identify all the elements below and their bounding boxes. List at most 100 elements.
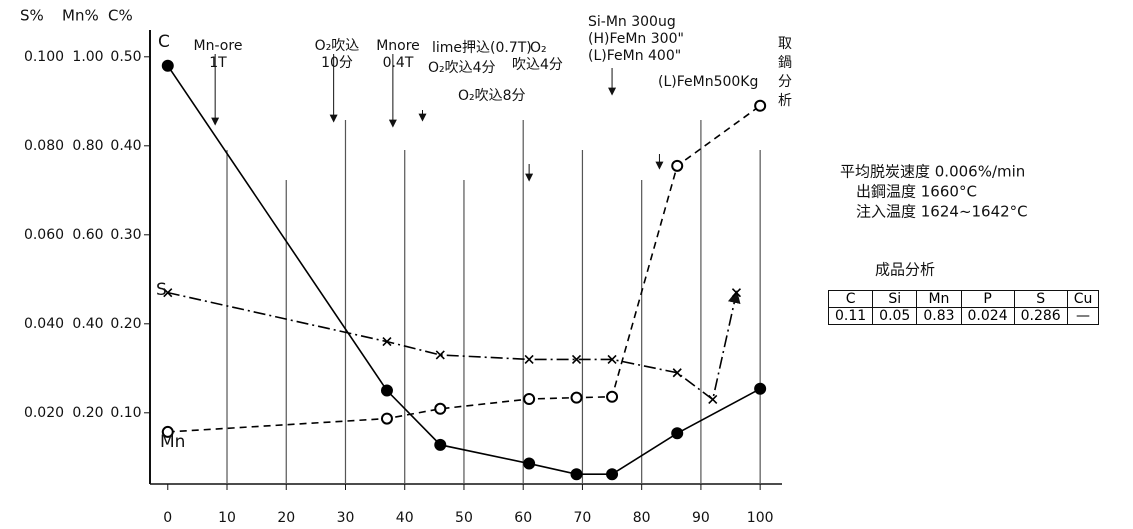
- point: [163, 288, 173, 298]
- point: [570, 391, 583, 404]
- annotation: O₂: [530, 40, 547, 56]
- x-tick-label: 90: [692, 510, 710, 526]
- series-label: C: [158, 32, 170, 52]
- y-tick-label: 0.020: [24, 405, 64, 421]
- y-tick-label: 0.20: [110, 316, 141, 332]
- table-cell: P: [960, 290, 1015, 308]
- axis-title: Mn%: [62, 7, 99, 25]
- x-tick-label: 20: [277, 510, 295, 526]
- point: [161, 425, 174, 438]
- table-row: C Si Mn P S Cu: [828, 290, 1100, 308]
- table-cell: 0.11: [828, 307, 874, 325]
- x-tick-label: 50: [455, 510, 473, 526]
- series-label: S: [156, 280, 167, 300]
- table-cell: Si: [872, 290, 918, 308]
- point: [571, 354, 582, 364]
- y-tick-label: 0.080: [24, 138, 64, 154]
- point: [754, 99, 767, 112]
- point: [606, 468, 619, 481]
- point: [382, 337, 392, 347]
- annotation: Mnore: [376, 38, 420, 54]
- y-tick-label: 0.50: [110, 49, 141, 65]
- table-cell: 0.286: [1013, 307, 1068, 325]
- point: [671, 427, 684, 440]
- point: [523, 393, 536, 406]
- x-tick-label: 80: [633, 510, 651, 526]
- point: [380, 412, 393, 425]
- point: [434, 438, 447, 451]
- annotation: (H)FeMn 300": [588, 31, 684, 47]
- table-title: 成品分析: [875, 261, 935, 279]
- annotation: 析: [778, 93, 792, 109]
- y-tick-label: 0.100: [24, 49, 64, 65]
- y-tick-label: 0.40: [72, 316, 103, 332]
- y-tick-label: 0.40: [110, 138, 141, 154]
- y-tick-label: 0.10: [110, 405, 141, 421]
- series-line: [167, 290, 741, 401]
- annotation: lime押込(0.7T): [432, 40, 532, 56]
- annotation: Si-Mn 300ug: [588, 14, 676, 30]
- note: 注入温度 1624~1642°C: [856, 203, 1028, 221]
- series-label: Mn: [160, 432, 185, 452]
- axis-title: C%: [108, 7, 133, 25]
- annotation: 1T: [209, 55, 227, 71]
- annotation: (L)FeMn 400": [588, 48, 681, 64]
- annotation: O₂吹込: [315, 38, 360, 54]
- axis-title: S%: [20, 7, 44, 25]
- point: [671, 159, 684, 172]
- x-tick-label: 60: [514, 510, 532, 526]
- note: 平均脱炭速度 0.006%/min: [840, 163, 1025, 181]
- x-tick-label: 70: [574, 510, 592, 526]
- annotation: Mn-ore: [194, 38, 243, 54]
- point: [570, 468, 583, 481]
- point: [708, 394, 718, 405]
- annotation: 取: [778, 36, 792, 52]
- point: [754, 382, 767, 395]
- annotation: 分: [778, 74, 792, 90]
- table-cell: Mn: [916, 290, 962, 308]
- y-tick-label: 0.20: [72, 405, 103, 421]
- point: [606, 390, 619, 403]
- y-tick-label: 0.060: [24, 227, 64, 243]
- point: [523, 457, 536, 470]
- table-row: 0.11 0.05 0.83 0.024 0.286—: [828, 307, 1100, 325]
- point: [380, 384, 393, 397]
- y-tick-label: 0.60: [72, 227, 103, 243]
- table-cell: Cu: [1066, 290, 1100, 308]
- annotation: 0.4T: [383, 55, 414, 71]
- table-cell: S: [1013, 290, 1068, 308]
- x-tick-label: 100: [747, 510, 774, 526]
- point: [731, 288, 742, 298]
- table-box: C Si Mn P S Cu0.11 0.05 0.83 0.024 0.286—: [828, 290, 1100, 325]
- y-tick-label: 0.040: [24, 316, 64, 332]
- annotation: O₂吹込8分: [458, 88, 526, 104]
- series-line: [167, 105, 761, 433]
- note: 出鋼温度 1660°C: [856, 183, 977, 201]
- point: [524, 354, 534, 364]
- point: [672, 368, 682, 378]
- point: [607, 354, 617, 364]
- annotation: 10分: [321, 55, 353, 71]
- y-tick-label: 0.30: [110, 227, 141, 243]
- x-tick-label: 30: [337, 510, 355, 526]
- table-cell: 0.05: [872, 307, 918, 325]
- annotation: (L)FeMn500Kg: [658, 74, 758, 90]
- point: [434, 402, 447, 415]
- table: C Si Mn P S Cu 0.11 0.05 0.83 0.024 0.286—: [828, 290, 1100, 325]
- table-cell: C: [828, 290, 874, 308]
- table-cell: 0.83: [916, 307, 962, 325]
- series-line: [167, 65, 761, 476]
- table-cell: —: [1066, 307, 1100, 325]
- y-tick-label: 1.00: [72, 49, 103, 65]
- table-cell: 0.024: [960, 307, 1015, 325]
- annotation: O₂吹込4分: [428, 60, 496, 76]
- y-tick-label: 0.80: [72, 138, 103, 154]
- x-tick-label: 10: [218, 510, 236, 526]
- annotation: 吹込4分: [512, 57, 563, 73]
- annotation: 鍋: [778, 55, 792, 71]
- point: [161, 59, 174, 72]
- x-tick-label: 0: [163, 510, 172, 526]
- point: [435, 350, 445, 360]
